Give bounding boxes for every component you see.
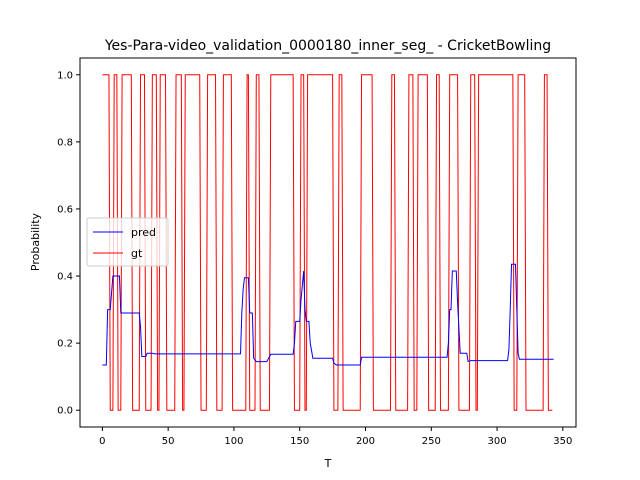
series-layer — [102, 74, 554, 411]
y-tick-label: 0.8 — [57, 137, 73, 148]
y-tick-label: 0.0 — [57, 406, 73, 417]
x-tick-label: 200 — [356, 436, 375, 447]
plot-area — [79, 57, 577, 428]
legend-label-gt: gt — [131, 247, 143, 260]
y-tick-label: 1.0 — [57, 70, 73, 81]
legend: pred gt — [86, 217, 169, 267]
x-tick-label: 250 — [422, 436, 441, 447]
y-tick-label: 0.6 — [57, 204, 73, 215]
x-axis: 0 50 100 150 200 250 300 350 — [99, 427, 572, 447]
x-tick-label: 50 — [162, 436, 175, 447]
x-tick-label: 0 — [99, 436, 105, 447]
legend-label-pred: pred — [131, 226, 156, 239]
series-line-pred — [102, 263, 554, 366]
x-axis-label: T — [324, 457, 332, 470]
y-axis-label: Probability — [29, 212, 42, 271]
plot-frame — [79, 57, 577, 428]
legend-box — [86, 217, 169, 267]
x-tick-label: 300 — [488, 436, 507, 447]
x-tick-label: 150 — [290, 436, 309, 447]
y-tick-label: 0.4 — [57, 272, 73, 283]
y-tick-label: 0.2 — [57, 339, 73, 350]
series-line-gt — [102, 74, 553, 411]
y-axis: 0.0 0.2 0.4 0.6 0.8 1.0 — [57, 70, 80, 417]
x-tick-label: 350 — [553, 436, 572, 447]
x-tick-label: 100 — [224, 436, 243, 447]
chart-title: Yes-Para-video_validation_0000180_inner_… — [104, 38, 551, 54]
